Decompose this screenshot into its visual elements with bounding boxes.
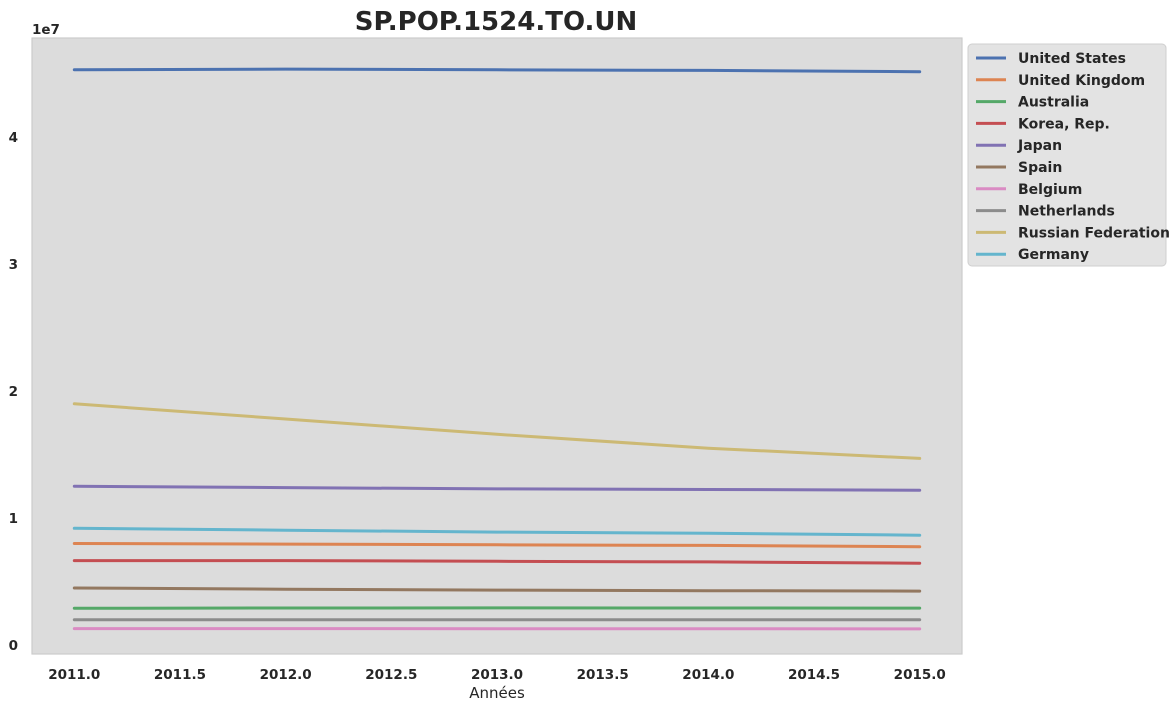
x-tick-label: 2012.0	[260, 667, 312, 683]
legend-entry: Japan	[1017, 138, 1062, 154]
legend-entry: United States	[1018, 51, 1126, 67]
y-tick-label: 2	[9, 384, 18, 400]
legend-entry: Russian Federation	[1018, 225, 1170, 241]
x-tick-label: 2014.5	[788, 667, 840, 683]
series-line	[72, 67, 922, 74]
series-line	[72, 526, 922, 537]
series-line	[72, 586, 922, 593]
y-tick-label: 1	[9, 511, 18, 527]
y-tick-label: 0	[9, 638, 18, 654]
x-tick-label: 2013.5	[577, 667, 629, 683]
y-tick-label: 3	[9, 257, 18, 273]
x-tick-label: 2012.5	[365, 667, 417, 683]
legend: United States United Kingdom Australia Kore…	[967, 43, 1170, 267]
legend-entry: Belgium	[1018, 182, 1082, 198]
y-axis: 0 1 2 3 4	[9, 130, 18, 654]
legend-entry: Spain	[1018, 160, 1062, 176]
x-tick-label: 2014.0	[682, 667, 734, 683]
x-tick-label: 2013.0	[471, 667, 523, 683]
y-offset-label: 1e7	[32, 22, 60, 38]
series-line	[72, 484, 922, 492]
series-line	[72, 402, 922, 460]
legend-entry: Australia	[1018, 95, 1089, 111]
series-line	[72, 542, 922, 549]
legend-entry: Netherlands	[1018, 204, 1115, 220]
plot-area	[31, 37, 963, 655]
x-axis-label: Années	[469, 684, 525, 702]
legend-entry: United Kingdom	[1018, 73, 1145, 89]
x-tick-label: 2011.0	[48, 667, 100, 683]
legend-entry: Korea, Rep.	[1018, 116, 1110, 132]
legend-box	[967, 43, 1167, 267]
series-line	[72, 559, 922, 565]
y-tick-label: 4	[9, 130, 18, 146]
legend-entry: Germany	[1018, 247, 1089, 263]
x-tick-label: 2011.5	[154, 667, 206, 683]
series-lines	[72, 67, 922, 631]
chart-title: SP.POP.1524.TO.UN	[355, 7, 637, 37]
x-tick-label: 2015.0	[894, 667, 946, 683]
x-axis: 2011.0 2011.5 2012.0 2012.5 2013.0 2013.5 2014…	[48, 667, 946, 683]
